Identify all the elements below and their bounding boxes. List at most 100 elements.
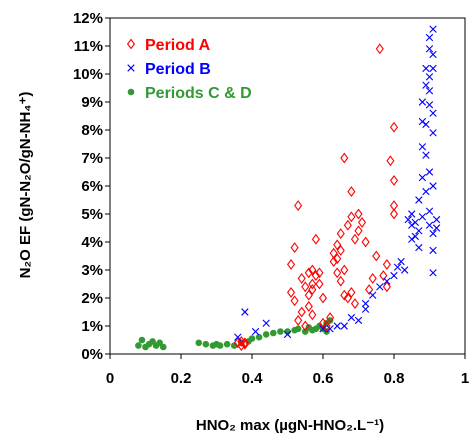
data-point: [429, 246, 437, 255]
data-point: [365, 284, 374, 296]
y-tick-label: 7%: [81, 150, 103, 167]
data-point: [390, 271, 398, 280]
data-point: [415, 196, 423, 204]
legend-label: Period A: [145, 37, 211, 54]
data-point: [347, 313, 356, 322]
data-point: [425, 45, 434, 53]
data-point: [308, 264, 317, 276]
data-point: [429, 50, 437, 59]
data-point: [234, 333, 242, 341]
data-point: [354, 225, 363, 237]
data-point: [237, 335, 246, 347]
data-point: [429, 229, 437, 238]
data-point: [361, 236, 370, 248]
data-point: [326, 325, 334, 333]
data-point: [418, 98, 427, 106]
y-axis-ticks: 0% 1% 2% 3% 4% 5% 6% 7% 8% 9% 10% 11% 12%: [73, 10, 110, 363]
legend-marker: [127, 88, 135, 96]
data-point: [248, 335, 256, 342]
data-point: [408, 210, 416, 218]
data-point: [315, 278, 324, 290]
data-point: [336, 244, 345, 256]
data-point: [429, 182, 437, 190]
y-tick-label: 8%: [81, 122, 103, 139]
data-point: [382, 281, 391, 293]
data-point: [290, 242, 299, 254]
data-point: [333, 253, 342, 265]
data-point: [411, 232, 419, 241]
data-point: [389, 174, 399, 186]
data-point: [311, 270, 320, 282]
legend-item: Period A: [126, 37, 211, 54]
x-tick-label: 0.4: [242, 370, 264, 387]
data-point: [262, 331, 270, 338]
data-point: [432, 224, 441, 232]
data-point: [350, 298, 360, 310]
y-tick-label: 4%: [81, 234, 103, 251]
data-point: [425, 221, 434, 229]
data-point: [418, 213, 427, 221]
data-point: [422, 81, 430, 89]
data-point: [195, 339, 203, 347]
data-point: [336, 228, 345, 240]
data-point: [308, 309, 317, 321]
data-point: [297, 306, 306, 318]
data-point: [315, 267, 324, 279]
data-point: [237, 340, 246, 352]
data-point: [379, 270, 388, 282]
y-tick-label: 12%: [73, 10, 103, 27]
plot-area: 0% 1% 2% 3% 4% 5% 6% 7% 8% 9% 10% 11% 12% 0 0.2 0.4 0.6…: [73, 10, 469, 387]
data-point: [340, 264, 349, 276]
data-point: [223, 340, 231, 348]
data-point: [422, 187, 430, 196]
data-point: [400, 266, 409, 274]
data-point: [277, 328, 284, 335]
data-point: [432, 215, 441, 224]
data-point: [354, 208, 363, 220]
data-point: [429, 129, 437, 137]
data-point: [343, 292, 352, 304]
legend-marker: [127, 64, 135, 72]
data-point: [376, 283, 384, 291]
data-point: [329, 256, 338, 268]
data-point: [251, 327, 260, 336]
data-point: [304, 289, 313, 301]
data-point: [138, 336, 146, 344]
data-point: [294, 200, 303, 212]
data-point: [347, 286, 356, 298]
data-point: [322, 320, 331, 332]
data-point: [422, 64, 430, 73]
data-point: [361, 299, 370, 308]
x-tick-label: 0.6: [313, 370, 334, 387]
legend-item: Periods C & D: [127, 85, 252, 102]
data-point: [386, 155, 395, 167]
data-point: [326, 312, 335, 324]
data-point: [297, 272, 306, 284]
data-point: [429, 269, 437, 277]
y-tick-label: 3%: [81, 262, 103, 279]
data-point: [425, 207, 434, 215]
legend-marker: [126, 38, 136, 50]
data-point: [241, 308, 249, 316]
data-point: [350, 233, 360, 245]
data-point: [283, 330, 292, 339]
data-point: [422, 120, 430, 129]
data-point: [389, 121, 399, 133]
legend-label: Period B: [145, 61, 211, 78]
data-point: [319, 325, 327, 333]
data-point: [262, 319, 270, 327]
data-point: [240, 337, 249, 349]
x-tick-label: 0.8: [384, 370, 405, 387]
y-tick-label: 9%: [81, 94, 103, 111]
data-point: [286, 258, 296, 270]
data-point: [135, 342, 142, 349]
data-point: [369, 291, 377, 299]
data-point: [304, 267, 313, 279]
data-point: [425, 101, 434, 109]
data-point: [294, 325, 302, 333]
data-point: [429, 25, 437, 33]
data-point: [347, 186, 356, 198]
data-point: [382, 258, 391, 270]
data-point: [411, 218, 419, 227]
